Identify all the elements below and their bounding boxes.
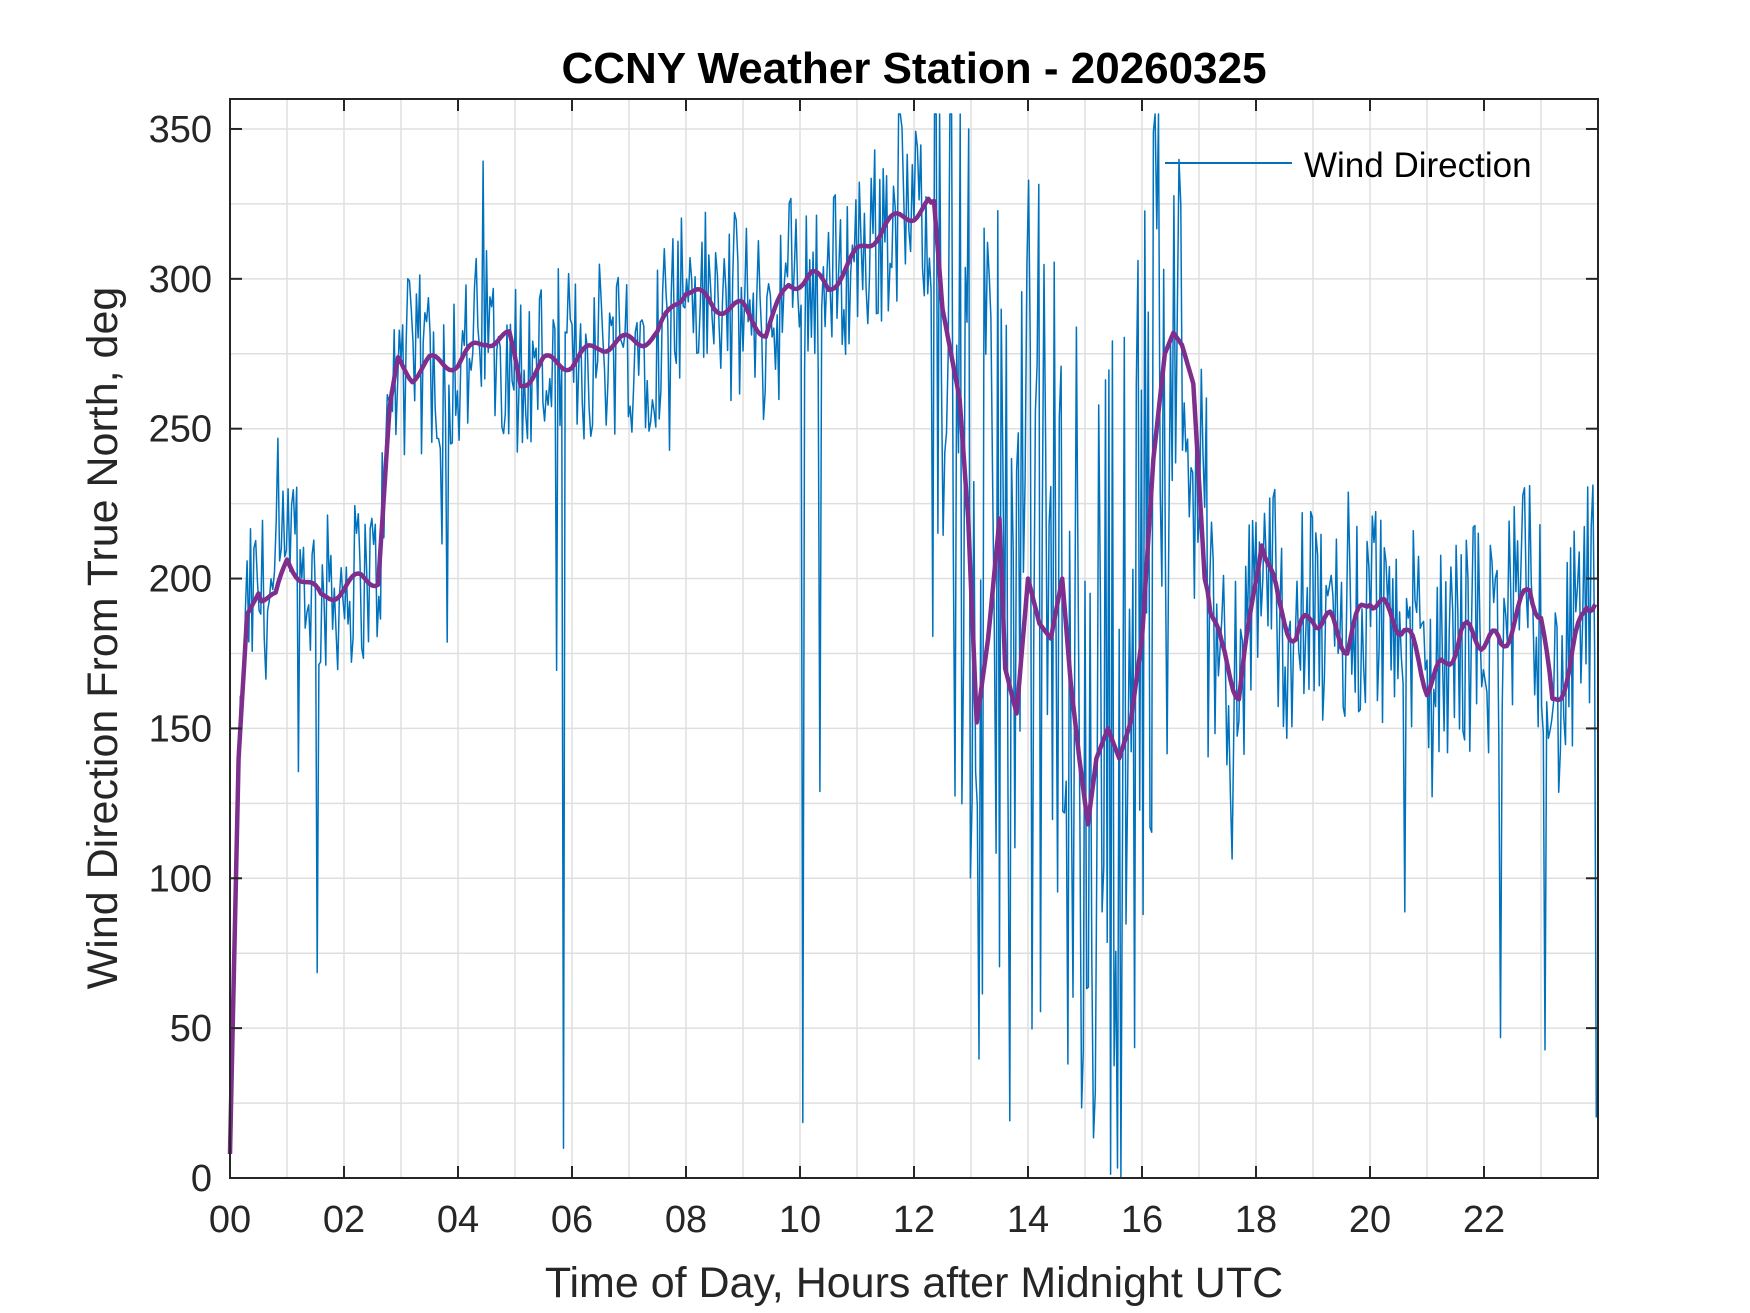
x-tick-label: 12	[893, 1199, 935, 1241]
chart-title: CCNY Weather Station - 20260325	[561, 44, 1266, 93]
x-tick-label: 20	[1349, 1199, 1391, 1241]
x-tick-label: 22	[1463, 1199, 1505, 1241]
x-tick-label: 02	[323, 1199, 365, 1241]
x-tick-label: 16	[1121, 1199, 1163, 1241]
legend: Wind Direction	[1165, 146, 1532, 185]
y-tick-label: 50	[170, 1008, 212, 1050]
x-axis-label: Time of Day, Hours after Midnight UTC	[545, 1259, 1283, 1307]
y-tick-label: 200	[149, 559, 212, 601]
y-axis-label: Wind Direction From True North, deg	[79, 287, 127, 990]
y-tick-label: 350	[149, 109, 212, 151]
x-tick-label: 18	[1235, 1199, 1277, 1241]
x-tick-label: 08	[665, 1199, 707, 1241]
x-tick-label: 04	[437, 1199, 479, 1241]
series-line-smoothed	[227, 196, 1598, 1155]
legend-label-wind-direction: Wind Direction	[1304, 146, 1532, 185]
x-tick-label: 14	[1007, 1199, 1049, 1241]
series-layer	[227, 113, 1598, 1179]
y-tick-label: 150	[149, 708, 212, 750]
y-tick-label: 250	[149, 409, 212, 451]
y-tick-label: 300	[149, 259, 212, 301]
x-tick-label: 06	[551, 1199, 593, 1241]
y-tick-label: 100	[149, 858, 212, 900]
x-tick-label: 10	[779, 1199, 821, 1241]
tick-labels: 00 02 04 06 08 10 12 14 16 18 20 22 0 50 100 150 200 250 3…	[149, 109, 1506, 1241]
y-tick-label: 0	[191, 1158, 212, 1200]
axes	[229, 98, 1599, 1179]
series-line-wind-direction	[229, 113, 1598, 1179]
x-tick-label: 00	[209, 1199, 251, 1241]
